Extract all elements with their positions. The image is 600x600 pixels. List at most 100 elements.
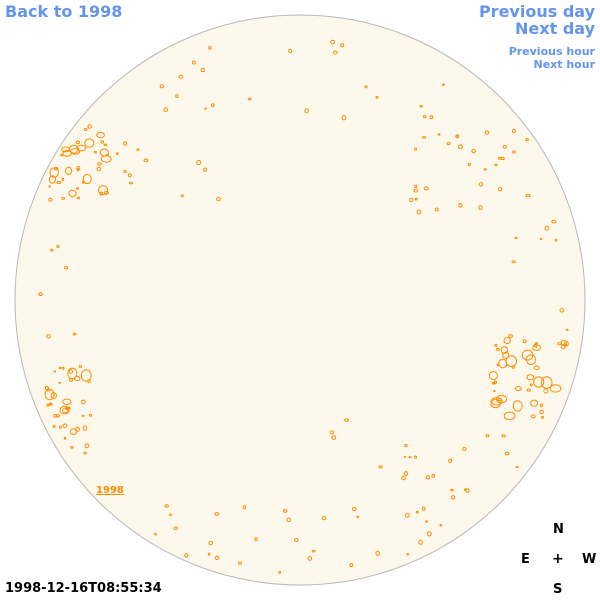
active-region-contour: [203, 167, 208, 172]
active-region-contour: [494, 163, 498, 167]
next-day-link[interactable]: Next day: [515, 19, 595, 38]
active-region-contour: [421, 506, 426, 511]
next-hour-link[interactable]: Next hour: [533, 58, 596, 71]
active-region-contour: [87, 379, 91, 383]
active-region-contour: [496, 363, 500, 366]
active-region-contour: [349, 563, 354, 568]
active-region-contour: [83, 451, 87, 455]
active-region-contour: [129, 181, 133, 185]
previous-day-link[interactable]: Previous day: [478, 2, 595, 21]
active-region-contour: [143, 158, 149, 163]
active-region-contour: [207, 552, 211, 556]
active-region-contour: [103, 143, 108, 147]
active-region-contour: [419, 105, 424, 108]
active-region-contour: [75, 187, 80, 190]
active-region-contour: [106, 153, 109, 157]
active-region-contour: [247, 97, 252, 101]
active-region-contour: [493, 380, 498, 385]
active-region-contour: [426, 531, 432, 537]
back-to-year-link[interactable]: Back to 1998: [5, 2, 123, 21]
compass-west: W: [582, 552, 597, 567]
active-region-contour: [61, 177, 65, 181]
active-region-contour: [414, 197, 418, 201]
active-region-contour: [431, 474, 436, 478]
active-region-contour: [501, 434, 506, 438]
active-region-contour: [80, 369, 92, 382]
active-region-contour: [208, 540, 214, 546]
active-region-contour: [526, 374, 535, 381]
active-region-contour: [78, 364, 83, 369]
active-region-contour: [418, 539, 423, 545]
active-region-contour: [38, 292, 43, 297]
active-region-contour: [404, 512, 410, 518]
active-region-contour: [356, 515, 360, 519]
active-region-contour: [539, 403, 543, 408]
active-region-contour: [450, 495, 456, 500]
active-region-contour: [50, 248, 54, 252]
active-region-contour: [404, 444, 408, 447]
active-region-contour: [437, 133, 441, 136]
active-region-contour: [307, 556, 313, 561]
active-region-contour: [62, 150, 72, 157]
active-region-contour: [331, 435, 337, 440]
active-region-contour: [458, 144, 463, 150]
active-region-contour: [533, 376, 545, 388]
active-region-contour: [321, 516, 327, 521]
active-region-contour: [408, 456, 412, 459]
active-region-contour: [82, 173, 92, 185]
active-region-contour: [123, 169, 127, 174]
active-region-contour: [560, 344, 566, 350]
active-region-contour: [496, 347, 500, 351]
active-region-contour: [46, 388, 50, 392]
active-region-contour: [504, 451, 510, 456]
active-region-contour: [136, 148, 140, 152]
active-region-contour: [341, 115, 347, 121]
active-region-contour: [533, 343, 538, 348]
active-region-contour: [200, 67, 206, 73]
active-region-contour: [56, 244, 60, 248]
active-region-contour: [97, 162, 102, 166]
active-region-contour: [67, 367, 78, 380]
active-region-contour: [184, 553, 189, 558]
region-year-link[interactable]: 1998: [96, 485, 124, 496]
active-region-contour: [68, 189, 77, 197]
active-region-contour: [502, 144, 507, 149]
active-region-contour: [403, 471, 409, 476]
active-region-contour: [53, 414, 58, 418]
active-region-contour: [511, 129, 517, 134]
active-region-contour: [61, 366, 65, 370]
active-region-contour: [237, 561, 243, 565]
active-region-contour: [48, 175, 57, 184]
active-region-contour: [533, 365, 540, 370]
active-region-contour: [62, 398, 72, 405]
active-region-contour: [429, 115, 434, 120]
previous-hour-link[interactable]: Previous hour: [508, 45, 595, 58]
active-region-contour: [446, 142, 451, 146]
active-region-contour: [180, 194, 184, 198]
compass-north: N: [553, 522, 564, 537]
active-region-contour: [494, 344, 498, 347]
active-region-contour: [93, 150, 97, 154]
active-region-contour: [403, 455, 407, 458]
active-region-contour: [52, 424, 56, 428]
active-region-contour: [81, 399, 86, 405]
active-region-contour: [415, 510, 419, 514]
active-region-contour: [211, 103, 215, 107]
active-region-contour: [74, 375, 81, 382]
active-region-contour: [512, 400, 523, 412]
active-region-contour: [53, 166, 59, 171]
active-region-contour: [75, 140, 81, 145]
active-region-contour: [286, 517, 292, 523]
active-region-contour: [46, 334, 51, 339]
active-region-contour: [442, 83, 445, 86]
active-region-contour: [471, 149, 476, 154]
active-region-contour: [544, 225, 550, 231]
active-region-contour: [467, 162, 471, 167]
active-region-contour: [401, 475, 406, 481]
active-region-contour: [89, 413, 93, 417]
active-region-contour: [525, 193, 531, 198]
active-region-contour: [96, 166, 102, 172]
active-region-contour: [58, 425, 62, 429]
active-region-contour: [72, 332, 77, 336]
